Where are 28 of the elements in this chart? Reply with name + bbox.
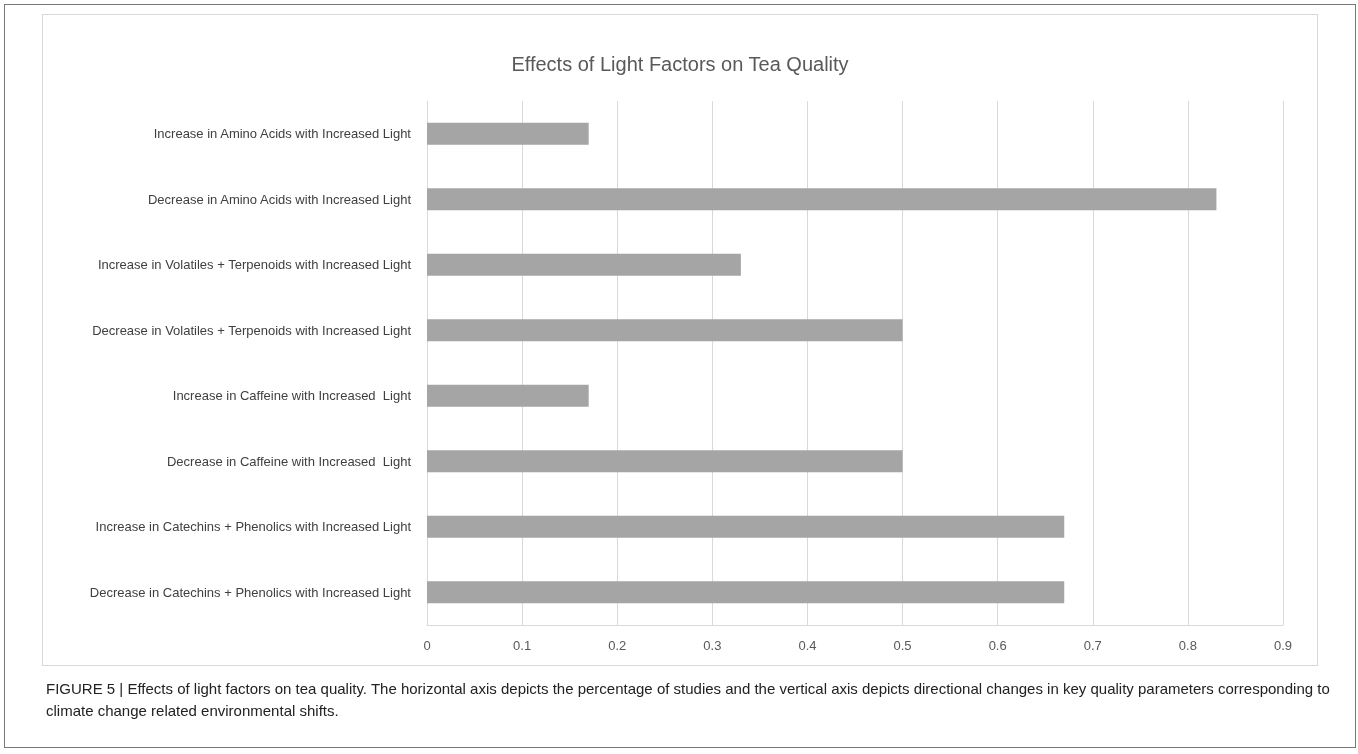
caption: FIGURE 5 | Effects of light factors on tea quality. The horizontal axis depicts the percentage of studies and the vertical axis depicts directional changes in key quality parameters corresponding to climate change related environmental shifts. xyxy=(46,679,1331,721)
y-tick-label: Decrease in Caffeine with Increased Light xyxy=(166,453,412,469)
bar xyxy=(427,188,1217,211)
bar xyxy=(427,384,589,407)
x-tick-label: 0.7 xyxy=(1083,638,1102,653)
y-tick-label: Decrease in Catechins + Phenolics with Increased Light xyxy=(89,584,412,600)
y-tick-label: Increase in Volatiles + Terpenoids with Increased Light xyxy=(97,257,412,273)
chart-title: Effects of Light Factors on Tea Quality xyxy=(511,53,849,75)
x-tick-label: 0.2 xyxy=(608,638,627,653)
x-tick-label: 0 xyxy=(423,638,431,653)
y-tick-label: Decrease in Amino Acids with Increased Light xyxy=(147,191,412,207)
x-tick-label: 0.1 xyxy=(513,638,532,653)
bar xyxy=(427,515,1065,538)
x-tick-label: 0.5 xyxy=(893,638,912,653)
bar xyxy=(427,253,741,276)
bar xyxy=(427,450,903,473)
bar xyxy=(427,319,903,342)
y-tick-label: Decrease in Volatiles + Terpenoids with Increased Light xyxy=(92,322,412,338)
x-tick-label: 0.9 xyxy=(1273,638,1293,653)
y-tick-label: Increase in Caffeine with Increased Light xyxy=(172,388,412,404)
y-tick-label: Increase in Amino Acids with Increased Light xyxy=(153,126,412,142)
x-tick-label: 0.6 xyxy=(988,638,1007,653)
x-tick-label: 0.4 xyxy=(798,638,817,653)
bar xyxy=(427,581,1065,604)
bar xyxy=(427,122,589,145)
x-tick-label: 0.8 xyxy=(1178,638,1197,653)
y-tick-label: Increase in Catechins + Phenolics with Increased Light xyxy=(95,519,412,535)
x-tick-label: 0.3 xyxy=(703,638,722,653)
